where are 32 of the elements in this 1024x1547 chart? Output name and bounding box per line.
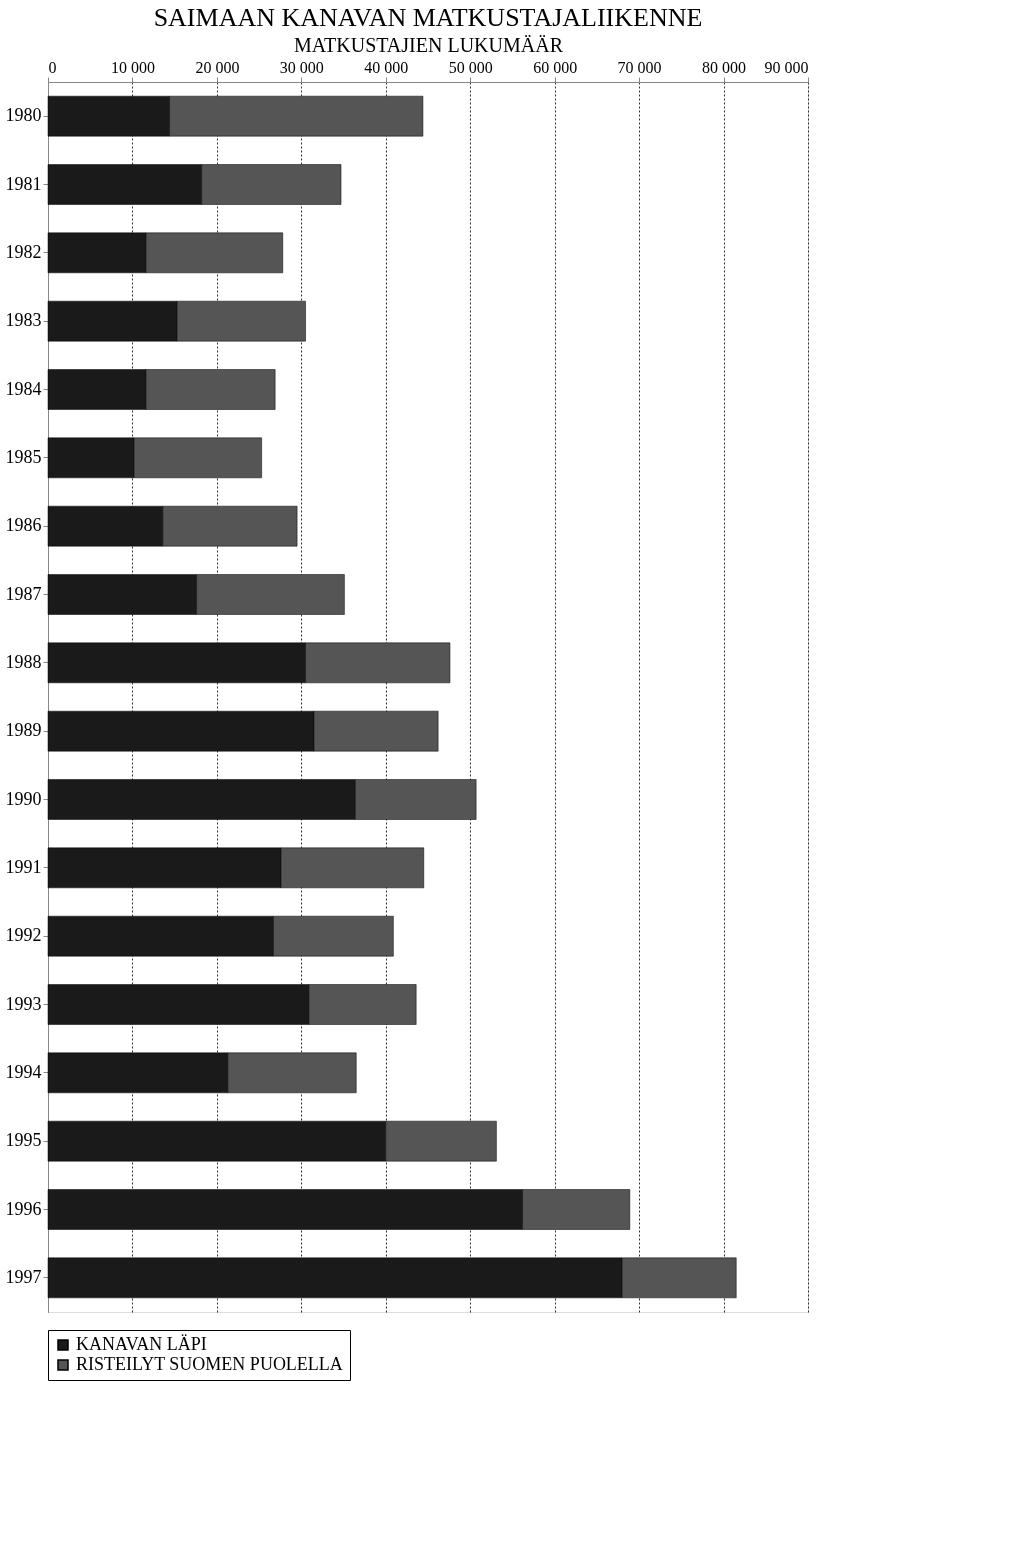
x-tick-label: 90 000	[764, 58, 809, 76]
legend-label: KANAVAN LÄPI	[76, 1334, 207, 1354]
y-tick-label: 1997	[5, 1266, 42, 1287]
chart-title: SAIMAAN KANAVAN MATKUSTAJALIIKENNE	[153, 3, 703, 32]
y-tick-label: 1995	[5, 1130, 42, 1151]
legend-label: RISTEILYT SUOMEN PUOLELLA	[76, 1354, 343, 1374]
y-tick-label: 1981	[5, 173, 42, 194]
y-tick-label: 1985	[5, 446, 42, 467]
y-tick-label: 1996	[5, 1198, 42, 1219]
x-tick-label: 10 000	[110, 58, 155, 76]
x-tick-label: 70 000	[617, 58, 662, 76]
y-tick-label: 1991	[5, 856, 42, 877]
x-tick-label: 30 000	[279, 58, 324, 76]
y-tick-label: 1986	[5, 515, 42, 536]
y-tick-label: 1993	[5, 993, 42, 1014]
x-tick-label: 0	[48, 58, 57, 76]
x-tick-label: 60 000	[533, 58, 578, 76]
y-tick-label: 1982	[5, 241, 42, 262]
y-tick-label: 1980	[5, 105, 42, 126]
x-axis-title: MATKUSTAJIEN LUKUMÄÄR	[294, 33, 564, 56]
x-tick-label: 50 000	[448, 58, 493, 76]
y-tick-label: 1990	[5, 788, 42, 809]
y-tick-label: 1988	[5, 651, 42, 672]
y-tick-label: 1992	[5, 925, 42, 946]
y-tick-label: 1994	[5, 1061, 42, 1082]
x-tick-label: 20 000	[195, 58, 240, 76]
x-tick-label: 80 000	[702, 58, 747, 76]
y-tick-label: 1983	[5, 310, 42, 331]
y-tick-label: 1984	[5, 378, 42, 399]
y-tick-label: 1987	[5, 583, 42, 604]
x-tick-label: 40 000	[364, 58, 409, 76]
y-tick-label: 1989	[5, 720, 42, 741]
